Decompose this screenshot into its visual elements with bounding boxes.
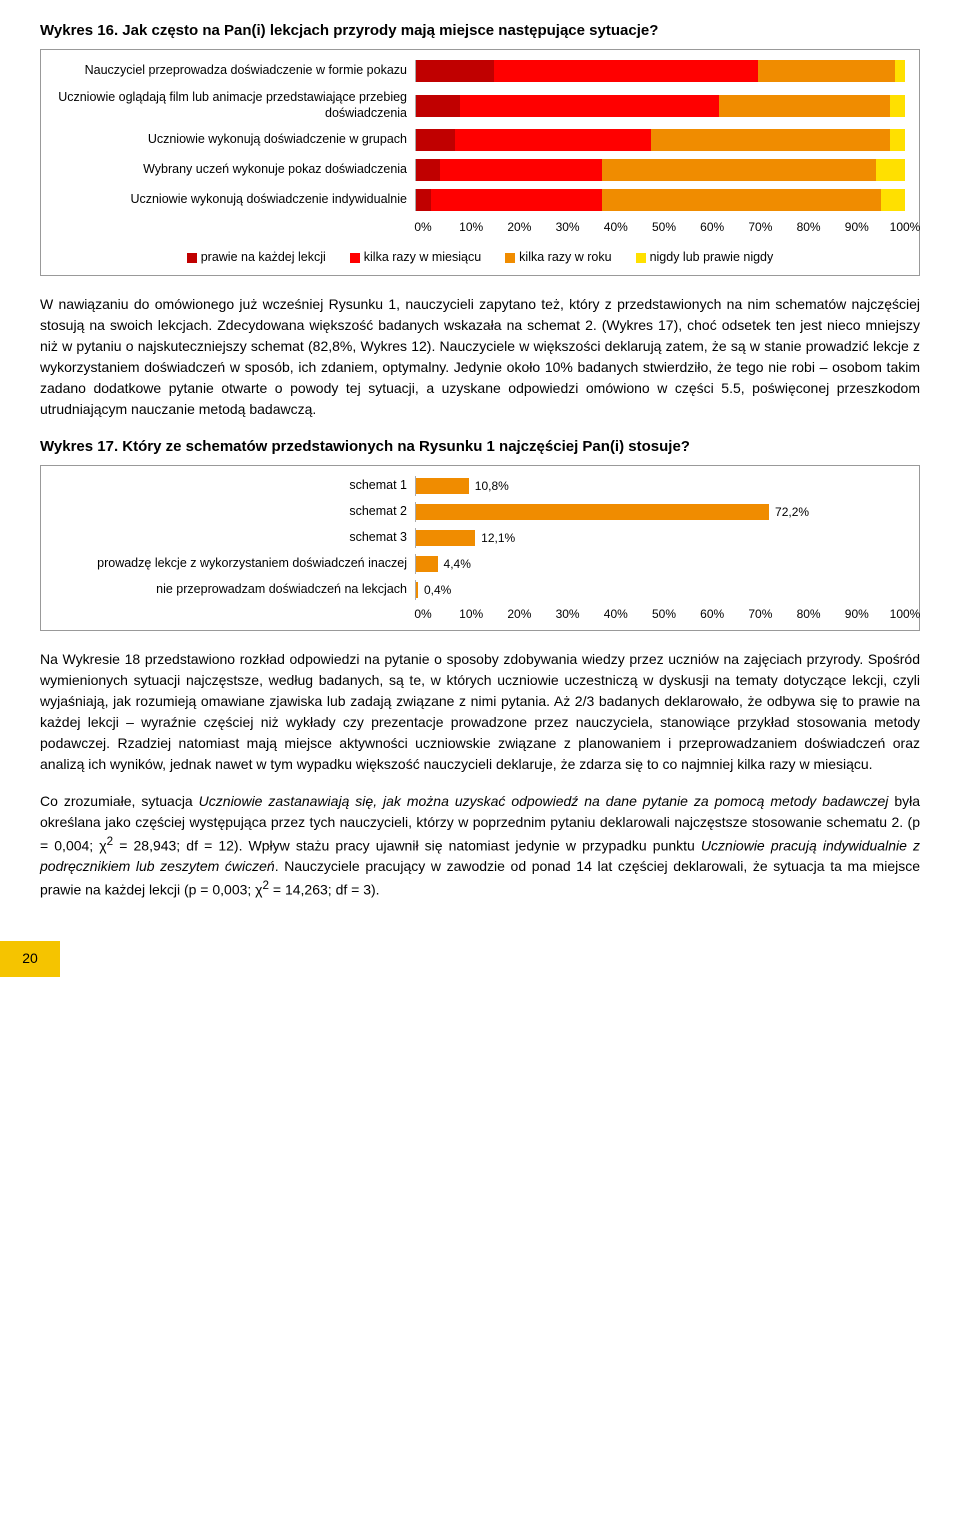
p3-end: = 14,263; df = 3). <box>269 882 380 898</box>
legend-swatch <box>350 253 360 263</box>
chart17-xtick: 70% <box>748 606 772 623</box>
chart17-xtick: 100% <box>890 606 921 623</box>
chart16-segment <box>602 159 876 181</box>
chart17-bar <box>416 530 475 546</box>
chart16-segment <box>719 95 890 117</box>
chart17-value: 10,8% <box>475 478 509 495</box>
legend-label: kilka razy w roku <box>519 249 611 267</box>
chart16-segment <box>494 60 758 82</box>
chart16-segment <box>890 129 905 151</box>
chart17-bar <box>416 556 438 572</box>
chart17-value: 12,1% <box>481 530 515 547</box>
chart17-xtick: 0% <box>414 606 431 623</box>
paragraph-3: Co zrozumiałe, sytuacja Uczniowie zastan… <box>40 791 920 901</box>
chart16-segment <box>890 95 905 117</box>
chart16-bar <box>415 129 905 151</box>
chart16-segment <box>602 189 881 211</box>
chart16-bar <box>415 95 905 117</box>
chart16-row-label: Uczniowie oglądają film lub animacje prz… <box>55 90 415 121</box>
chart16-xtick: 60% <box>700 219 724 236</box>
chart17-bar <box>416 582 418 598</box>
chart16-xtick: 90% <box>845 219 869 236</box>
chart16-segment <box>416 95 460 117</box>
chart17: schemat 1 10,8% schemat 2 72,2% schemat 3 12,… <box>40 465 920 631</box>
chart17-row-label: schemat 2 <box>55 503 415 521</box>
chart17-row-label: prowadzę lekcje z wykorzystaniem doświad… <box>55 555 415 573</box>
p3-m2: = 28,943; df = 12). Wpływ stażu pracy uj… <box>113 837 701 853</box>
p3-pre: Co zrozumiałe, sytuacja <box>40 793 199 809</box>
chart17-xtick: 90% <box>845 606 869 623</box>
p3-em1: Uczniowie zastanawiają się, jak można uz… <box>199 793 889 809</box>
chart16-row-label: Uczniowie wykonują doświadczenie indywid… <box>55 192 415 208</box>
chart17-track: 10,8% <box>415 476 905 496</box>
chart16-bar <box>415 60 905 82</box>
chart16-segment <box>416 129 455 151</box>
chart16-segment <box>460 95 719 117</box>
chart17-bar <box>416 478 469 494</box>
chart17-xtick: 40% <box>604 606 628 623</box>
legend-item: kilka razy w miesiącu <box>350 249 481 267</box>
chart17-title: Wykres 17. Który ze schematów przedstawi… <box>40 436 920 457</box>
chart16-segment <box>431 189 602 211</box>
chart16-xtick: 30% <box>556 219 580 236</box>
chart16-segment <box>416 60 494 82</box>
chart16-segment <box>758 60 895 82</box>
paragraph-2: Na Wykresie 18 przedstawiono rozkład odp… <box>40 649 920 775</box>
chart17-track: 72,2% <box>415 502 905 522</box>
chart17-track: 4,4% <box>415 554 905 574</box>
chart16-legend: prawie na każdej lekcji kilka razy w mies… <box>55 249 905 267</box>
chart17-value: 0,4% <box>424 582 451 599</box>
chart17-xtick: 10% <box>459 606 483 623</box>
chart16-xtick: 10% <box>459 219 483 236</box>
chart17-value: 72,2% <box>775 504 809 521</box>
chart16-segment <box>876 159 905 181</box>
chart16-segment <box>455 129 651 151</box>
chart16-xtick: 20% <box>507 219 531 236</box>
chart16-row-label: Wybrany uczeń wykonuje pokaz doświadczen… <box>55 162 415 178</box>
chart16-segment <box>416 159 440 181</box>
chart16-row-label: Uczniowie wykonują doświadczenie w grupa… <box>55 132 415 148</box>
chart17-value: 4,4% <box>444 556 471 573</box>
chart16-xtick: 80% <box>797 219 821 236</box>
chart16-bar <box>415 189 905 211</box>
paragraph-1: W nawiązaniu do omówionego już wcześniej… <box>40 294 920 420</box>
page-number: 20 <box>0 941 60 977</box>
chart17-bar <box>416 504 769 520</box>
legend-item: kilka razy w roku <box>505 249 611 267</box>
chart17-row-label: nie przeprowadzam doświadczeń na lekcjac… <box>55 581 415 599</box>
chart17-xtick: 30% <box>556 606 580 623</box>
chart17-track: 0,4% <box>415 580 905 600</box>
chart16: Nauczyciel przeprowadza doświadczenie w … <box>40 49 920 276</box>
chart17-xtick: 60% <box>700 606 724 623</box>
chart16-segment <box>881 189 905 211</box>
chart16-segment <box>440 159 601 181</box>
legend-label: kilka razy w miesiącu <box>364 249 481 267</box>
legend-label: prawie na każdej lekcji <box>201 249 326 267</box>
chart16-xtick: 40% <box>604 219 628 236</box>
chart16-xtick: 50% <box>652 219 676 236</box>
chart17-row-label: schemat 1 <box>55 477 415 495</box>
chart16-xtick: 70% <box>748 219 772 236</box>
legend-item: prawie na każdej lekcji <box>187 249 326 267</box>
chart17-xtick: 80% <box>797 606 821 623</box>
legend-swatch <box>187 253 197 263</box>
chart16-segment <box>895 60 905 82</box>
chart16-xtick: 0% <box>414 219 431 236</box>
legend-swatch <box>505 253 515 263</box>
chart16-xtick: 100% <box>890 219 921 236</box>
chart17-track: 12,1% <box>415 528 905 548</box>
chart17-xtick: 20% <box>507 606 531 623</box>
chart17-xtick: 50% <box>652 606 676 623</box>
legend-label: nigdy lub prawie nigdy <box>650 249 774 267</box>
chart16-bar <box>415 159 905 181</box>
legend-item: nigdy lub prawie nigdy <box>636 249 774 267</box>
chart16-row-label: Nauczyciel przeprowadza doświadczenie w … <box>55 63 415 79</box>
chart16-title: Wykres 16. Jak często na Pan(i) lekcjach… <box>40 20 920 41</box>
chart16-segment <box>651 129 891 151</box>
legend-swatch <box>636 253 646 263</box>
chart16-segment <box>416 189 431 211</box>
chart17-row-label: schemat 3 <box>55 529 415 547</box>
